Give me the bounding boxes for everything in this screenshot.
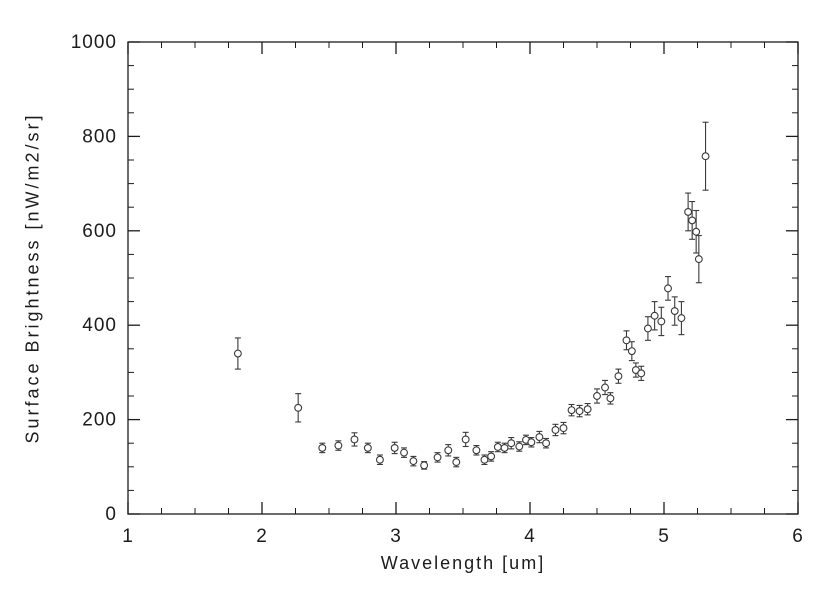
x-tick-label: 5: [658, 526, 670, 547]
data-point: [701, 152, 710, 161]
data-point: [583, 405, 592, 414]
data-point: [233, 349, 242, 358]
y-tick-label: 200: [82, 410, 117, 431]
data-point: [606, 394, 615, 403]
data-point: [664, 284, 672, 293]
data-point: [650, 311, 659, 320]
data-point: [614, 372, 623, 381]
x-tick-label: 4: [524, 526, 536, 547]
data-point: [688, 216, 697, 225]
data-point: [593, 392, 601, 400]
data-point: [559, 424, 568, 433]
data-point: [627, 347, 636, 356]
data-point: [452, 458, 461, 467]
data-point: [542, 439, 551, 448]
data-point: [515, 442, 524, 451]
y-tick-label: 1000: [71, 32, 117, 53]
data-point: [334, 441, 343, 450]
data-point: [500, 443, 509, 452]
plot-frame: [127, 41, 799, 515]
data-point: [480, 455, 489, 464]
data-point: [670, 307, 679, 315]
data-point: [420, 461, 429, 470]
data-point: [375, 455, 384, 464]
data-point: [601, 383, 609, 392]
data-point: [461, 435, 470, 444]
data-point: [575, 407, 584, 416]
data-point: [433, 453, 442, 462]
x-tick-label: 1: [122, 526, 134, 547]
y-tick-label: 0: [105, 504, 117, 525]
data-point: [400, 448, 408, 457]
data-point: [637, 369, 646, 378]
data-point: [643, 324, 652, 333]
y-tick-label: 800: [82, 126, 117, 147]
data-point: [444, 446, 453, 455]
data-point: [692, 227, 701, 236]
x-tick-label: 2: [256, 526, 268, 547]
data-point: [535, 433, 544, 442]
data-point: [622, 336, 631, 345]
data-point: [390, 443, 399, 452]
x-tick-label: 3: [390, 526, 402, 547]
data-point: [363, 443, 372, 452]
x-tick-label: 6: [792, 526, 804, 547]
data-point: [567, 406, 576, 415]
data-point: [684, 207, 693, 216]
data-point: [493, 443, 502, 451]
data-point: [694, 255, 703, 264]
data-point: [318, 443, 327, 452]
data-point: [350, 435, 359, 444]
data-point: [551, 426, 560, 434]
data-point: [657, 317, 666, 326]
y-tick-label: 600: [82, 221, 117, 242]
data-point: [527, 438, 536, 447]
data-point: [472, 446, 481, 455]
y-tick-label: 400: [82, 315, 117, 336]
data-point: [507, 439, 516, 448]
data-point: [294, 403, 303, 412]
data-point: [487, 452, 496, 461]
data-point: [677, 314, 686, 323]
data-point: [409, 457, 418, 466]
